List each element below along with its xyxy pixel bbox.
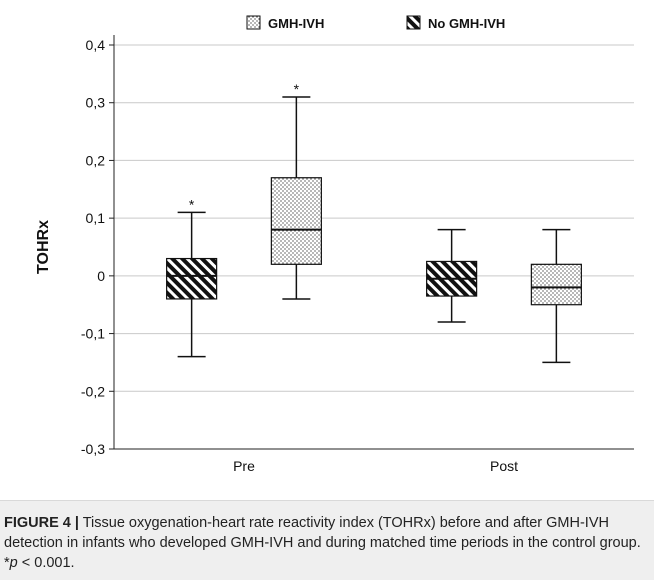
- caption-p-rest: < 0.001.: [17, 555, 75, 571]
- boxes: **: [166, 81, 582, 364]
- legend-label: No GMH-IVH: [428, 16, 505, 31]
- legend-swatch: [246, 15, 261, 30]
- figure-caption-box: FIGURE 4 | Tissue oxygenation-heart rate…: [0, 500, 654, 580]
- caption-text: Tissue oxygenation-heart rate reactivity…: [4, 515, 641, 571]
- y-tick-label: 0,3: [86, 95, 106, 111]
- y-axis-label: TOHRx: [35, 220, 52, 274]
- y-tick-label: -0,2: [81, 383, 105, 399]
- legend-label: GMH-IVH: [268, 16, 324, 31]
- y-tick-label: -0,1: [81, 326, 105, 342]
- y-tick-label: -0,3: [81, 441, 105, 457]
- significance-marker: *: [189, 196, 195, 212]
- axes: 0,4 0,3 0,2 0,1 0 -0,1 -0,2 -0,3 TOHRx Pre Post: [35, 35, 634, 474]
- caption-label: FIGURE 4 |: [4, 515, 79, 531]
- iqr-box: [270, 177, 322, 265]
- x-tick-label: Post: [490, 458, 518, 474]
- legend: GMH-IVH No GMH-IVH: [246, 15, 505, 31]
- caption-p-symbol: p: [9, 555, 18, 571]
- y-tick-label: 0: [97, 268, 105, 284]
- significance-marker: *: [294, 81, 300, 97]
- iqr-box: [530, 263, 582, 306]
- figure-caption: FIGURE 4 | Tissue oxygenation-heart rate…: [4, 513, 650, 573]
- y-tick-label: 0,4: [86, 37, 106, 53]
- x-tick-label: Pre: [233, 458, 255, 474]
- legend-swatch: [406, 15, 421, 30]
- y-tick-label: 0,1: [86, 210, 106, 226]
- iqr-box: [166, 257, 218, 300]
- y-tick-label: 0,2: [86, 152, 106, 168]
